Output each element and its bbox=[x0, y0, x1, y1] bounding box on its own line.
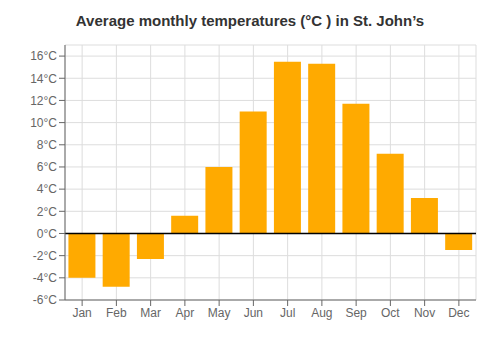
svg-text:Aug: Aug bbox=[311, 306, 332, 320]
svg-text:-4°C: -4°C bbox=[33, 271, 57, 285]
svg-text:May: May bbox=[208, 306, 231, 320]
svg-text:Sep: Sep bbox=[345, 306, 367, 320]
svg-text:8°C: 8°C bbox=[37, 138, 57, 152]
svg-text:Jul: Jul bbox=[280, 306, 295, 320]
svg-text:2°C: 2°C bbox=[37, 205, 57, 219]
html-text:Average monthly temperatures (: Average monthly temperatures (°C ) in St… bbox=[75, 12, 425, 29]
svg-text:Dec: Dec bbox=[448, 306, 469, 320]
svg-text:Nov: Nov bbox=[414, 306, 435, 320]
svg-text:14°C: 14°C bbox=[30, 72, 57, 86]
svg-text:Jan: Jan bbox=[72, 306, 91, 320]
svg-text:-2°C: -2°C bbox=[33, 249, 57, 263]
svg-text:Apr: Apr bbox=[176, 306, 195, 320]
svg-text:12°C: 12°C bbox=[30, 94, 57, 108]
svg-text:16°C: 16°C bbox=[30, 49, 57, 63]
svg-text:10°C: 10°C bbox=[30, 116, 57, 130]
svg-text:Jun: Jun bbox=[244, 306, 263, 320]
svg-text:-6°C: -6°C bbox=[33, 293, 57, 307]
svg-text:Feb: Feb bbox=[106, 306, 127, 320]
svg-text:Mar: Mar bbox=[140, 306, 161, 320]
svg-text:6°C: 6°C bbox=[37, 160, 57, 174]
svg-text:Oct: Oct bbox=[381, 306, 400, 320]
svg-text:0°C: 0°C bbox=[37, 227, 57, 241]
svg-text:4°C: 4°C bbox=[37, 182, 57, 196]
